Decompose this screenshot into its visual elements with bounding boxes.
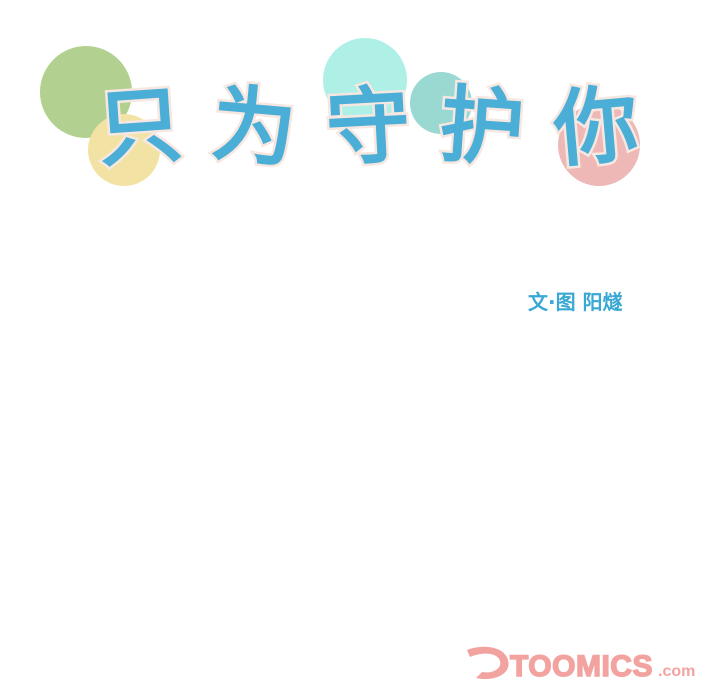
decorative-pink-circle [558,104,640,186]
author-credit: 文·图 阳燧 [528,290,623,314]
svg-text:TOOMICS: TOOMICS [510,650,653,683]
toomics-logo-mark: TOOMICS .com [467,646,695,684]
svg-text:.com: .com [658,663,695,680]
comic-title: 只 为 守 护 你 [92,62,644,192]
title-char-1: 只 [92,73,188,182]
title-char-3: 守 [321,73,415,180]
title-char-2: 为 [205,72,302,182]
title-char-5: 你 [547,72,644,182]
decorative-yellow-circle [88,114,160,186]
toomics-logo: TOOMICS .com [462,640,704,686]
title-artwork: 只 为 守 护 你 [0,0,720,240]
title-char-4: 护 [434,73,530,182]
decorative-mint-circle [323,38,407,122]
decorative-teal-circle [410,72,472,134]
